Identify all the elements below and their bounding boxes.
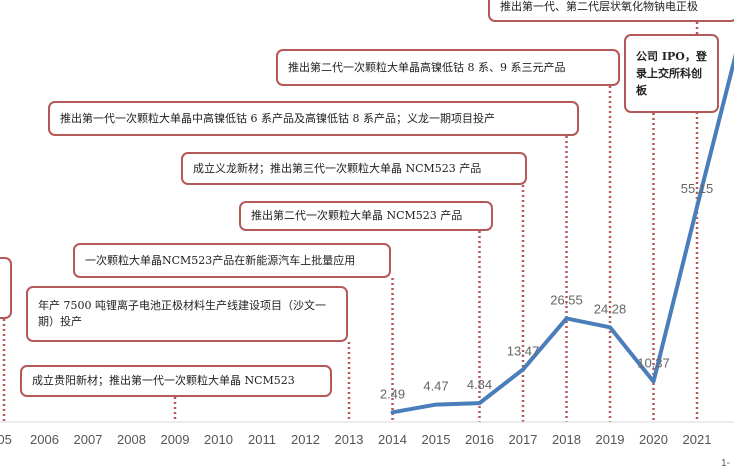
x-tick-label: 2012 (291, 432, 320, 447)
annotation-callout: 推出第二代一次颗粒大单晶高镍低钴 8 系、9 系三元产品 (276, 49, 620, 86)
series-line (390, 53, 734, 415)
annotation-callout: 推出第一代、第二代层状氧化物钠电正极 (488, 0, 734, 22)
annotation-callout: 推出第二代一次颗粒大单晶 NCM523 产品 (239, 201, 493, 231)
data-label: 24.28 (594, 301, 627, 316)
x-axis-ticks: 005 2006 2007 2008 2009 2010 2011 2012 2013 2014 2… (0, 432, 734, 447)
annotation-callout-cropped (0, 257, 12, 319)
x-tick-label: 2014 (378, 432, 407, 447)
data-label: 13.47 (507, 343, 540, 358)
x-tick-label: 2019 (596, 432, 625, 447)
x-tick-label: 2017 (509, 432, 538, 447)
x-tick-label: 2015 (422, 432, 451, 447)
annotation-callout: 推出第一代一次颗粒大单晶中高镍低钴 6 系产品及高镍低钴 8 系产品；义龙一期项… (48, 101, 579, 136)
annotation-callout: 公司 IPO，登录上交所科创板 (624, 34, 719, 113)
annotation-callout: 成立义龙新材；推出第三代一次颗粒大单晶 NCM523 产品 (181, 152, 527, 185)
x-tick-label: 2011 (248, 432, 276, 447)
x-tick-label: 005 (0, 432, 12, 447)
x-tick-label: 2021 (683, 432, 712, 447)
x-tick-label: 2020 (639, 432, 668, 447)
annotation-callout: 成立贵阳新材；推出第一代一次颗粒大单晶 NCM523 (20, 365, 332, 397)
x-tick-label: 2016 (465, 432, 494, 447)
data-label: 2.49 (380, 386, 405, 401)
x-tick-label: 2006 (30, 432, 59, 447)
x-tick-label: 2009 (161, 432, 190, 447)
x-tick-label: 2010 (204, 432, 233, 447)
data-label: 10.37 (637, 356, 670, 371)
x-tick-label: 2018 (552, 432, 581, 447)
data-label: 4.47 (423, 379, 448, 394)
data-label: 26.55 (550, 292, 583, 307)
data-label: 55.15 (681, 181, 714, 196)
x-tick-label: 2013 (335, 432, 364, 447)
x-tick-label: 2008 (117, 432, 146, 447)
corner-text: 1- (721, 458, 730, 469)
data-label: 4.84 (467, 377, 492, 392)
x-tick-label: 2007 (74, 432, 103, 447)
annotation-callout: 年产 7500 吨锂离子电池正极材料生产线建设项目（沙文一期）投产 (26, 286, 348, 342)
annotation-callout: 一次颗粒大单晶NCM523产品在新能源汽车上批量应用 (73, 243, 391, 278)
